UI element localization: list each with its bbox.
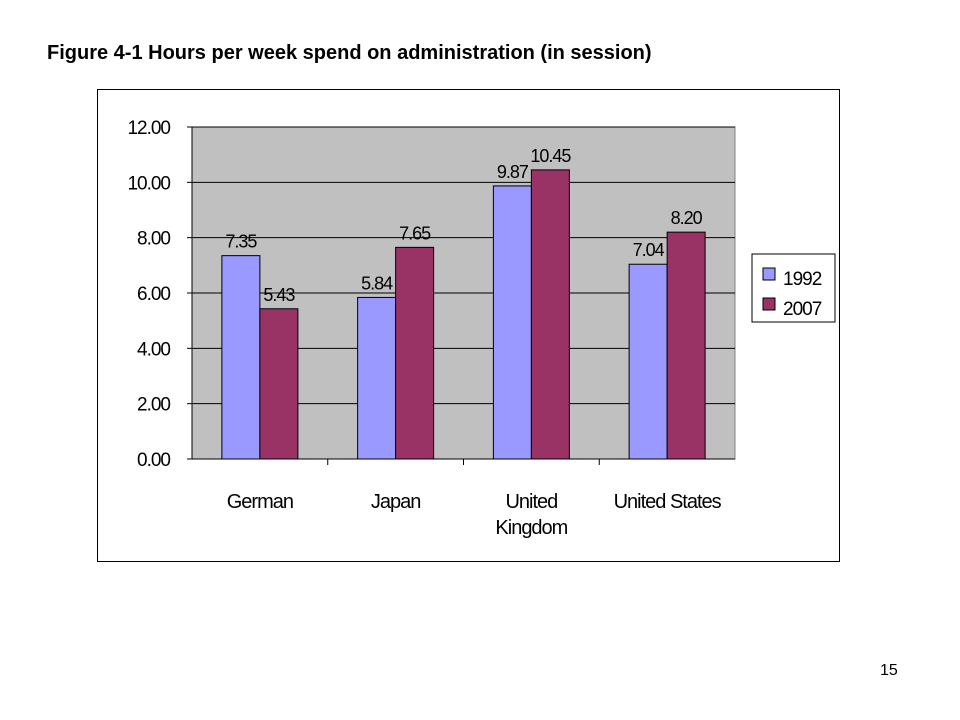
- y-tick-label: 8.00: [137, 229, 170, 250]
- data-label: 7.04: [633, 240, 665, 260]
- data-label: 9.87: [497, 162, 529, 182]
- legend-swatch-1992: [762, 267, 776, 281]
- legend-swatch-2007: [762, 297, 776, 311]
- slide-title: Figure 4-1 Hours per week spend on admin…: [47, 42, 652, 64]
- data-label: 8.20: [671, 208, 703, 228]
- y-tick-label: 0.00: [137, 450, 170, 471]
- data-label: 5.43: [263, 285, 295, 305]
- bar-1992: [492, 185, 532, 460]
- bar-chart: 0.00 2.00 4.00 6.00 8.00 10.00 12.00 7.35 5.43 Ge…: [127, 118, 836, 539]
- bar-1992: [628, 263, 668, 460]
- category-label: United States: [614, 491, 722, 513]
- category-label: United: [505, 491, 557, 513]
- bar-2007: [666, 231, 706, 460]
- bar-2007: [395, 246, 435, 460]
- category-label: German: [227, 491, 293, 513]
- category-label: Kingdom: [495, 517, 567, 539]
- data-label: 7.35: [225, 232, 257, 252]
- bar-1992: [221, 255, 261, 460]
- data-label: 7.65: [399, 223, 431, 243]
- y-tick-label: 12.00: [127, 118, 170, 139]
- data-label: 10.45: [530, 146, 571, 166]
- chart-frame: 0.00 2.00 4.00 6.00 8.00 10.00 12.00 7.35 5.43 Ge…: [97, 89, 840, 562]
- legend-box: [751, 253, 836, 323]
- y-tick-label: 2.00: [137, 395, 170, 416]
- page-number: 15: [880, 662, 898, 679]
- data-label: 5.84: [361, 273, 393, 293]
- legend-label: 2007: [783, 299, 822, 320]
- legend-label: 1992: [783, 269, 822, 290]
- bar-2007: [530, 169, 570, 460]
- category-label: Japan: [371, 491, 421, 513]
- y-tick-label: 10.00: [127, 173, 170, 194]
- bar-1992: [357, 296, 397, 460]
- y-tick-label: 6.00: [137, 284, 170, 305]
- y-tick-label: 4.00: [137, 339, 170, 360]
- bar-2007: [259, 308, 299, 460]
